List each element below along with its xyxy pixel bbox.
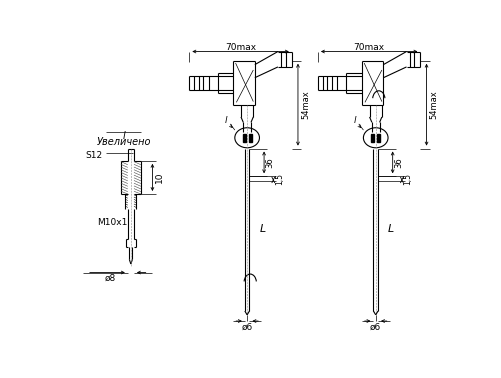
Text: 1,5: 1,5 [275, 173, 284, 184]
Text: ø6: ø6 [241, 323, 253, 332]
Text: 70max: 70max [354, 43, 385, 52]
Text: 70max: 70max [225, 43, 256, 52]
Text: 54max: 54max [430, 90, 439, 119]
Text: ø8: ø8 [104, 273, 116, 282]
Bar [242, 134, 245, 142]
Bar [248, 134, 252, 142]
Text: 36: 36 [394, 157, 403, 168]
Text: ø6: ø6 [370, 323, 381, 332]
Text: L: L [388, 225, 394, 234]
Text: S12: S12 [85, 151, 102, 160]
Bar [377, 134, 380, 142]
Text: 1,5: 1,5 [404, 173, 412, 184]
Text: M10x1: M10x1 [97, 218, 127, 227]
Text: l: l [354, 116, 356, 125]
Text: Увеличено: Увеличено [97, 137, 151, 147]
Bar [371, 134, 374, 142]
Text: L: L [260, 225, 266, 234]
Text: l: l [225, 116, 227, 125]
Text: 54max: 54max [301, 90, 310, 119]
Text: l: l [123, 131, 125, 141]
Text: 10: 10 [155, 172, 164, 183]
Text: 36: 36 [266, 157, 275, 168]
